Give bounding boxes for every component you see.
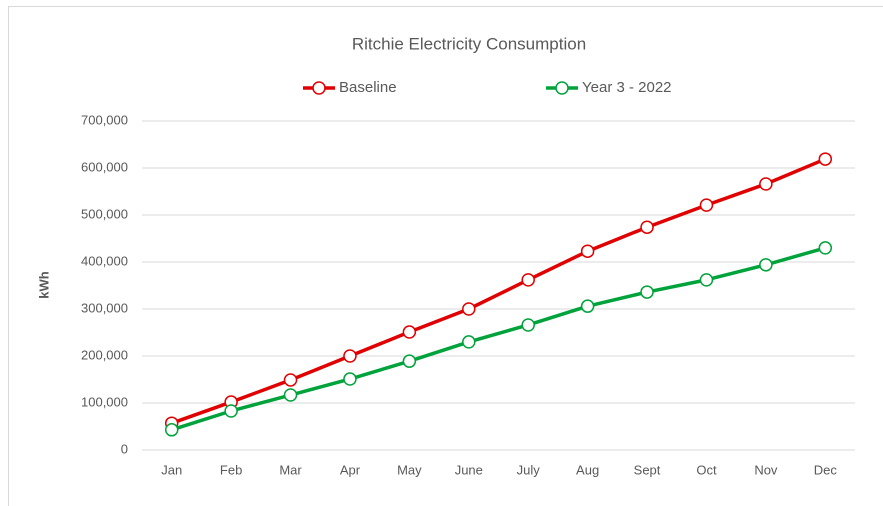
point-marker xyxy=(521,273,535,287)
legend-label: Baseline xyxy=(339,79,397,96)
point-marker xyxy=(759,177,773,191)
point-marker xyxy=(224,404,238,418)
legend-marker xyxy=(312,81,326,95)
x-tick-label: Sept xyxy=(634,462,661,477)
point-marker xyxy=(640,220,654,234)
x-tick-label: June xyxy=(455,462,483,477)
point-marker xyxy=(402,325,417,339)
x-tick-label: Jan xyxy=(161,462,182,477)
legend-label: Year 3 - 2022 xyxy=(582,79,672,96)
point-marker xyxy=(283,373,298,387)
series-line xyxy=(171,157,826,425)
y-axis-label: kWh xyxy=(36,271,51,299)
point-marker xyxy=(343,349,357,363)
y-tick-label: 200,000 xyxy=(81,347,128,362)
x-tick-label: May xyxy=(397,462,422,477)
x-tick-label: Apr xyxy=(340,462,361,477)
y-tick-label: 700,000 xyxy=(81,112,128,127)
point-marker xyxy=(580,244,595,258)
y-tick-label: 100,000 xyxy=(81,394,128,409)
point-marker xyxy=(343,372,357,386)
point-marker xyxy=(759,258,773,272)
point-marker xyxy=(580,299,595,313)
point-marker xyxy=(164,423,179,437)
point-marker xyxy=(699,273,714,287)
point-marker xyxy=(402,354,417,368)
x-tick-label: Nov xyxy=(754,462,778,477)
y-tick-label: 400,000 xyxy=(81,253,128,268)
y-tick-label: 0 xyxy=(121,441,128,456)
x-tick-label: Oct xyxy=(696,462,717,477)
point-marker xyxy=(462,335,476,349)
point-marker xyxy=(699,198,714,212)
y-tick-label: 500,000 xyxy=(81,206,128,221)
x-tick-label: July xyxy=(517,462,541,477)
series-line xyxy=(171,246,826,432)
point-marker xyxy=(640,285,654,299)
chart-frame xyxy=(8,6,883,506)
point-marker xyxy=(818,241,833,255)
x-tick-label: Mar xyxy=(279,462,302,477)
legend-marker xyxy=(555,81,569,95)
x-tick-label: Aug xyxy=(576,462,599,477)
x-tick-label: Feb xyxy=(220,462,242,477)
point-marker xyxy=(521,318,535,332)
x-tick-label: Dec xyxy=(814,462,838,477)
y-tick-label: 600,000 xyxy=(81,159,128,174)
y-tick-label: 300,000 xyxy=(81,300,128,315)
point-marker xyxy=(462,302,476,316)
point-marker xyxy=(283,388,298,402)
point-marker xyxy=(818,152,833,166)
chart-title: Ritchie Electricity Consumption xyxy=(352,34,586,53)
